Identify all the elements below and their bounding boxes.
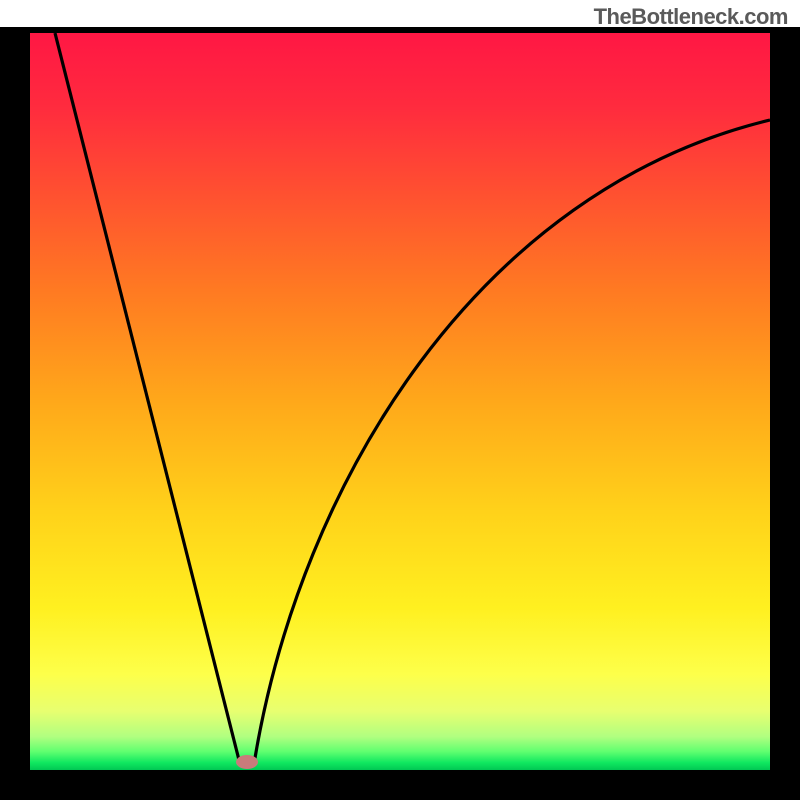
frame-bottom bbox=[0, 770, 800, 800]
minimum-point-marker bbox=[236, 755, 258, 769]
frame-right bbox=[770, 27, 800, 800]
plot-background-gradient bbox=[30, 33, 770, 770]
watermark-text: TheBottleneck.com bbox=[594, 4, 788, 30]
frame-left bbox=[0, 27, 30, 800]
bottleneck-chart bbox=[0, 0, 800, 800]
